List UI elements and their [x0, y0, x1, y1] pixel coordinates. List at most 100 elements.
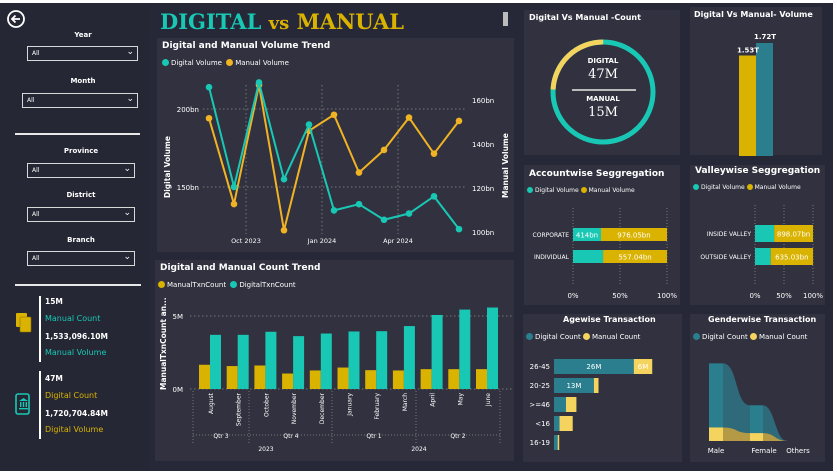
digital-volume-point	[230, 183, 238, 191]
digital-count-bar	[210, 334, 221, 389]
digital-count-value: 47M	[45, 374, 63, 383]
digital-volume-point	[405, 210, 413, 217]
accountwise-legend: Digital Volume Manual Volume	[527, 187, 635, 194]
donut-manual-value: 15M	[588, 105, 618, 120]
donut-divider	[572, 89, 636, 91]
agewise-panel: Agewise Transaction Digital Count Manual…	[523, 314, 682, 462]
x-tick: 50%	[776, 292, 792, 300]
y-tick: 0M	[173, 386, 184, 394]
valleywise-panel: Valleywise Seggregation Digital Volume M…	[690, 165, 825, 305]
manual-data-label: 976.05bn	[617, 232, 650, 240]
gender-label: Others	[786, 447, 810, 455]
legend-manual: Manual Count	[758, 333, 808, 341]
district-value: All	[32, 211, 40, 218]
year-label: 2024	[411, 446, 426, 453]
genderwise-legend: Digital Count Manual Count	[693, 333, 807, 341]
manual-count-bar	[199, 364, 210, 389]
x-tick: 0%	[567, 292, 578, 300]
y-left-tick: 200bn	[177, 106, 199, 114]
branch-label: Branch	[67, 236, 95, 244]
divider	[15, 133, 140, 135]
y-axis-title: ManualTxnCount an...	[159, 297, 168, 390]
page-title: DIGITAL vs MANUAL	[160, 9, 420, 34]
legend-dot	[582, 333, 590, 340]
manual-volume-bar	[739, 55, 756, 156]
manual-volume-label: Manual Volume	[45, 348, 107, 357]
year-label: Year	[74, 31, 92, 39]
back-arrow-icon[interactable]	[6, 9, 26, 29]
digital-volume-label: Digital Volume	[45, 425, 104, 434]
row-label: INSIDE VALLEY	[707, 231, 751, 238]
volume-bars-panel: Digital Vs Manual- Volume 1.53T 1.72T	[690, 7, 822, 156]
y-right-tick: 160bn	[472, 97, 494, 105]
manual-segment	[600, 228, 667, 241]
y-right-axis-title: Manual Volume	[501, 133, 510, 198]
digital-segment	[573, 250, 604, 263]
age-label: <16	[535, 420, 550, 428]
y-right-tick: 120bn	[472, 185, 494, 193]
chevron-down-icon: ⌄	[126, 94, 134, 104]
digital-count-bar	[265, 331, 277, 389]
month-dropdown[interactable]: All ⌄	[22, 93, 138, 108]
digital-count-bar	[320, 333, 332, 389]
row-label: OUTSIDE VALLEY	[700, 254, 751, 261]
manual-count-value: 15M	[45, 297, 63, 306]
year-label: 2023	[258, 446, 273, 453]
genderwise-title: Genderwise Transaction	[708, 315, 817, 324]
district-dropdown[interactable]: All ⌄	[27, 207, 135, 222]
manual-count-bar	[565, 397, 577, 412]
month-label: May	[457, 393, 464, 406]
digital-volume-point	[355, 200, 363, 208]
province-dropdown[interactable]: All ⌄	[27, 163, 135, 178]
agewise-legend: Digital Count Manual Count	[526, 333, 640, 341]
scrollbar[interactable]	[503, 12, 508, 26]
legend-digital: DigitalTxnCount	[239, 281, 296, 289]
x-tick: 50%	[612, 292, 628, 300]
manual-count-bar	[476, 369, 487, 389]
genderwise-chart: Male Female Others	[708, 363, 810, 455]
manual-volume-point	[280, 226, 288, 234]
manual-count-bar	[365, 370, 377, 389]
kpi-divider	[39, 296, 41, 362]
manual-volume-point	[380, 146, 388, 154]
volume-trend-title: Digital and Manual Volume Trend	[162, 41, 331, 51]
count-trend-panel: Digital and Manual Count Trend ManualTxn…	[155, 260, 514, 461]
year-dropdown[interactable]: All ⌄	[27, 46, 138, 61]
month-label: June	[485, 393, 492, 407]
digital-count-bar	[554, 397, 566, 412]
digital-count-bar	[459, 309, 471, 389]
title-digital: DIGITAL	[160, 9, 262, 34]
volume-bars-chart: 1.53T 1.72T	[737, 33, 776, 156]
genderwise-panel: Genderwise Transaction Digital Count Man…	[690, 314, 825, 462]
chevron-down-icon: ⌄	[123, 252, 131, 262]
legend-digital: Digital Volume	[701, 184, 745, 191]
digital-volume-point	[205, 83, 213, 91]
y-left-tick: 150bn	[177, 184, 199, 192]
month-label: September	[236, 392, 243, 426]
manual-segment	[774, 225, 813, 242]
digital-count-bar	[554, 359, 634, 374]
chevron-down-icon: ⌄	[126, 47, 134, 57]
legend-manual: Manual Volume	[754, 184, 801, 191]
digital-count-bar	[403, 326, 415, 389]
digital-count-bar	[487, 307, 498, 389]
gender-label: Male	[708, 447, 725, 455]
kpi-divider	[39, 371, 41, 439]
manual-segment	[770, 248, 813, 265]
legend-dot	[749, 333, 757, 340]
valleywise-legend: Digital Volume Manual Volume	[693, 184, 801, 191]
month-label: February	[374, 393, 381, 420]
month-label: Month	[70, 77, 96, 85]
digital-ribbon	[709, 363, 787, 441]
valleywise-chart: 0% 50% 100% INSIDE VALLEY 898.07bn OUTSIDE VA…	[700, 205, 823, 300]
count-donut-panel: Digital Vs Manual -Count DIGITAL 47M MAN…	[524, 10, 680, 155]
digital-count-bar	[237, 334, 249, 389]
branch-dropdown[interactable]: All ⌄	[27, 251, 135, 266]
manual-column	[709, 427, 723, 441]
quarter-label: Qtr 4	[283, 433, 298, 440]
volume-trend-panel: Digital and Manual Volume Trend Digital …	[157, 38, 514, 252]
chevron-down-icon: ⌄	[123, 208, 131, 218]
quarter-label: Qtr 1	[366, 433, 381, 440]
digital-count-bar	[554, 378, 594, 393]
digital-volume-label: 1.72T	[754, 33, 776, 41]
